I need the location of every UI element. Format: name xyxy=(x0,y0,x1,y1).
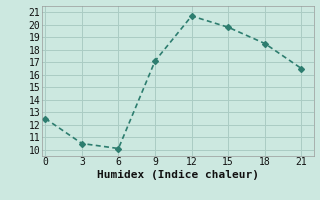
X-axis label: Humidex (Indice chaleur): Humidex (Indice chaleur) xyxy=(97,170,259,180)
